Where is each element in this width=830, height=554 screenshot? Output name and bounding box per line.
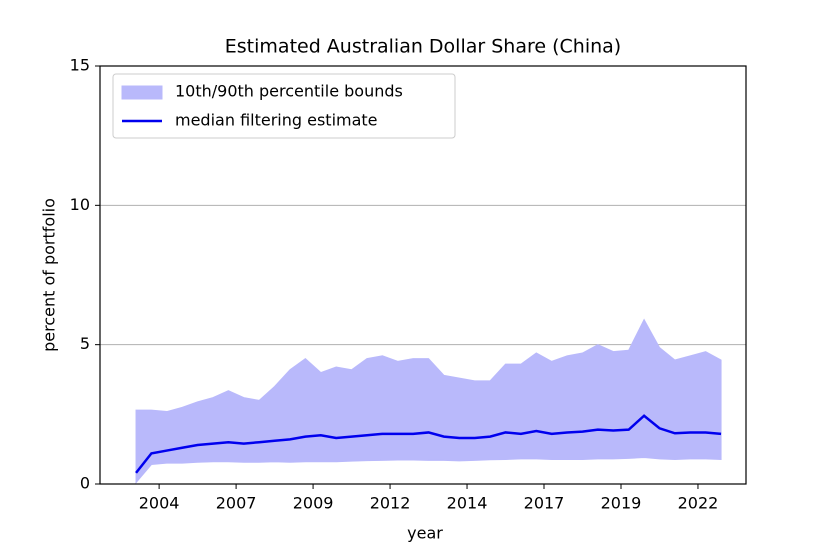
- median-line: [135, 414, 722, 474]
- y-tick-label: 10: [70, 195, 90, 214]
- x-tick-label: 2014: [447, 494, 488, 513]
- x-tick-label: 2019: [601, 494, 642, 513]
- legend-swatch: [121, 85, 163, 100]
- x-tick-label: 2004: [139, 494, 180, 513]
- y-tick-label: 0: [80, 474, 90, 493]
- plot-frame: [99, 65, 747, 485]
- legend-label: median filtering estimate: [175, 111, 378, 130]
- y-tick-label: 5: [80, 334, 90, 353]
- y-tick-label: 15: [70, 56, 90, 75]
- x-axis-label: year: [407, 524, 443, 543]
- x-tick-label: 2012: [370, 494, 411, 513]
- legend-label: 10th/90th percentile bounds: [175, 82, 403, 101]
- x-tick-label: 2007: [216, 494, 257, 513]
- legend-box: [112, 73, 456, 139]
- chart-title: Estimated Australian Dollar Share (China…: [225, 36, 621, 58]
- x-tick-label: 2017: [524, 494, 565, 513]
- x-tick-label: 2022: [678, 494, 719, 513]
- x-tick-label: 2009: [293, 494, 334, 513]
- percentile-band: [135, 318, 722, 484]
- legend: 10th/90th percentile bounds median filter…: [112, 73, 456, 139]
- y-axis-label: percent of portfolio: [40, 198, 59, 352]
